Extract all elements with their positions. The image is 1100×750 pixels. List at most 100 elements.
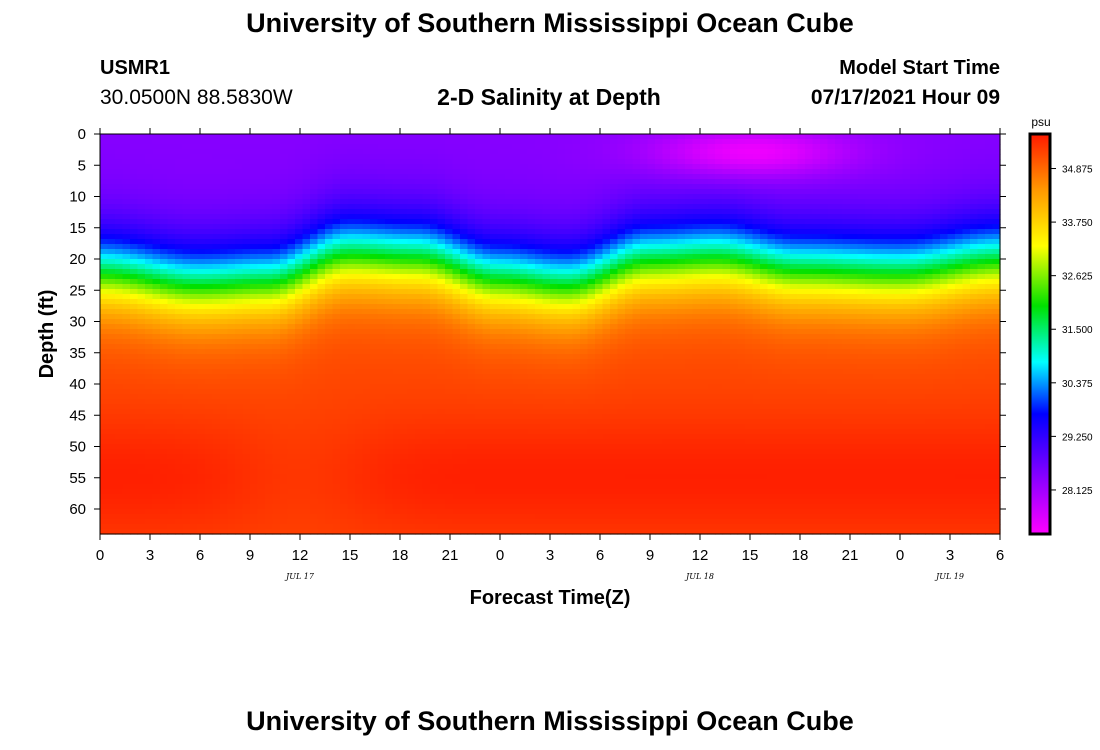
heatmap-cell: [197, 364, 206, 370]
heatmap-cell: [122, 214, 131, 220]
heatmap-cell: [152, 229, 161, 235]
heatmap-cell: [520, 314, 529, 320]
heatmap-cell: [527, 424, 536, 430]
heatmap-cell: [137, 384, 146, 390]
heatmap-cell: [310, 349, 319, 355]
heatmap-cell: [317, 209, 326, 215]
heatmap-cell: [287, 264, 296, 270]
heatmap-cell: [370, 344, 379, 350]
heatmap-cell: [332, 479, 341, 485]
heatmap-cell: [242, 299, 251, 305]
heatmap-cell: [212, 424, 221, 430]
heatmap-cell: [370, 334, 379, 340]
heatmap-cell: [107, 279, 116, 285]
heatmap-cell: [167, 504, 176, 510]
heatmap-cell: [437, 164, 446, 170]
heatmap-cell: [272, 494, 281, 500]
heatmap-cell: [137, 354, 146, 360]
heatmap-cell: [520, 179, 529, 185]
heatmap-cell: [160, 319, 169, 325]
heatmap-cell: [467, 529, 476, 535]
heatmap-cell: [392, 219, 401, 225]
heatmap-cell: [535, 434, 544, 440]
heatmap-cell: [542, 454, 551, 460]
heatmap-cell: [325, 184, 334, 190]
heatmap-cell: [527, 289, 536, 295]
heatmap-cell: [265, 454, 274, 460]
heatmap-cell: [437, 414, 446, 420]
heatmap-cell: [100, 309, 109, 315]
heatmap-cell: [437, 444, 446, 450]
heatmap-cell: [302, 369, 311, 375]
heatmap-cell: [400, 479, 409, 485]
heatmap-cell: [160, 479, 169, 485]
heatmap-cell: [160, 334, 169, 340]
heatmap-cell: [302, 489, 311, 495]
heatmap-cell: [325, 294, 334, 300]
heatmap-cell: [205, 174, 214, 180]
heatmap-cell: [302, 419, 311, 425]
heatmap-cell: [430, 429, 439, 435]
heatmap-cell: [107, 269, 116, 275]
heatmap-cell: [535, 354, 544, 360]
heatmap-cell: [557, 514, 566, 520]
heatmap-cell: [115, 334, 124, 340]
heatmap-cell: [512, 379, 521, 385]
heatmap-cell: [475, 369, 484, 375]
heatmap-cell: [130, 354, 139, 360]
heatmap-cell: [175, 339, 184, 345]
heatmap-cell: [385, 219, 394, 225]
heatmap-cell: [430, 319, 439, 325]
heatmap-cell: [325, 459, 334, 465]
heatmap-cell: [460, 229, 469, 235]
heatmap-cell: [107, 169, 116, 175]
heatmap-cell: [445, 484, 454, 490]
heatmap-cell: [287, 134, 296, 140]
heatmap-cell: [407, 379, 416, 385]
heatmap-cell: [422, 339, 431, 345]
heatmap-cell: [347, 474, 356, 480]
heatmap-cell: [362, 199, 371, 205]
heatmap-cell: [182, 174, 191, 180]
heatmap-cell: [310, 524, 319, 530]
heatmap-cell: [482, 244, 491, 250]
heatmap-cell: [212, 479, 221, 485]
heatmap-cell: [317, 269, 326, 275]
heatmap-cell: [295, 144, 304, 150]
heatmap-cell: [370, 269, 379, 275]
heatmap-cell: [212, 149, 221, 155]
heatmap-cell: [310, 479, 319, 485]
heatmap-cell: [197, 159, 206, 165]
heatmap-cell: [542, 244, 551, 250]
heatmap-cell: [497, 314, 506, 320]
heatmap-cell: [482, 209, 491, 215]
heatmap-cell: [512, 309, 521, 315]
heatmap-cell: [497, 429, 506, 435]
heatmap-cell: [392, 439, 401, 445]
heatmap-cell: [137, 474, 146, 480]
heatmap-cell: [557, 304, 566, 310]
heatmap-cell: [460, 144, 469, 150]
heatmap-cell: [520, 154, 529, 160]
heatmap-cell: [100, 399, 109, 405]
heatmap-cell: [340, 419, 349, 425]
heatmap-cell: [550, 514, 559, 520]
heatmap-cell: [542, 174, 551, 180]
heatmap-cell: [325, 334, 334, 340]
heatmap-cell: [197, 444, 206, 450]
heatmap-cell: [227, 244, 236, 250]
heatmap-cell: [392, 364, 401, 370]
heatmap-cell: [340, 454, 349, 460]
heatmap-cell: [280, 159, 289, 165]
heatmap-cell: [152, 489, 161, 495]
heatmap-cell: [242, 174, 251, 180]
heatmap-cell: [250, 459, 259, 465]
heatmap-cell: [227, 504, 236, 510]
heatmap-cell: [182, 444, 191, 450]
heatmap-cell: [497, 224, 506, 230]
heatmap-cell: [152, 449, 161, 455]
heatmap-cell: [497, 419, 506, 425]
heatmap-cell: [370, 409, 379, 415]
heatmap-cell: [535, 239, 544, 245]
heatmap-cell: [377, 244, 386, 250]
